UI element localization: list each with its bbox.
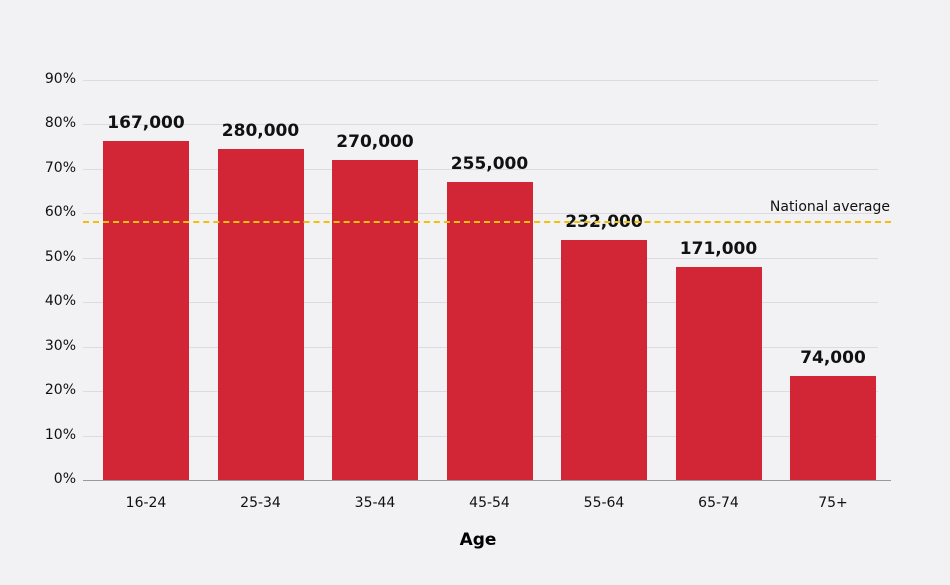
y-tick-label: 20% (44, 382, 76, 399)
gridline (83, 80, 878, 81)
bar-value-label: 280,000 (221, 120, 300, 141)
y-tick-label: 70% (44, 159, 76, 176)
bar (217, 148, 304, 480)
y-tick-label: 50% (44, 248, 76, 265)
bar-value-label: 74,000 (800, 348, 866, 368)
bar-value-label: 167,000 (107, 112, 185, 133)
x-tick-label: 75+ (818, 495, 848, 511)
bar (446, 182, 533, 480)
national-average-line (83, 220, 891, 223)
bar-value-label: 270,000 (336, 132, 414, 152)
x-tick-label: 65-74 (698, 495, 739, 511)
x-axis-title: Age (459, 530, 497, 550)
x-axis-line (83, 480, 891, 481)
bar-value-label: 171,000 (679, 238, 758, 259)
y-tick-label: 40% (44, 293, 76, 310)
y-tick-label: 80% (44, 115, 76, 132)
x-tick-label: 25-34 (240, 495, 281, 511)
gridline (83, 124, 878, 126)
y-tick-label: 60% (44, 204, 76, 221)
y-tick-label: 0% (53, 471, 76, 487)
bar (675, 266, 762, 480)
national-average-label: National average (769, 198, 890, 215)
bar (332, 160, 418, 480)
x-tick-label: 45-54 (469, 495, 510, 511)
y-tick-label: 10% (44, 426, 76, 443)
bar (561, 240, 647, 480)
bar (103, 140, 189, 480)
x-tick-label: 35-44 (354, 495, 396, 511)
gridline (83, 168, 878, 170)
x-tick-label: 55-64 (583, 495, 625, 511)
bar-value-label: 255,000 (450, 154, 529, 175)
y-tick-label: 30% (44, 337, 76, 354)
bar (790, 376, 876, 480)
x-tick-label: 16-24 (125, 495, 167, 511)
y-tick-label: 90% (44, 71, 76, 87)
